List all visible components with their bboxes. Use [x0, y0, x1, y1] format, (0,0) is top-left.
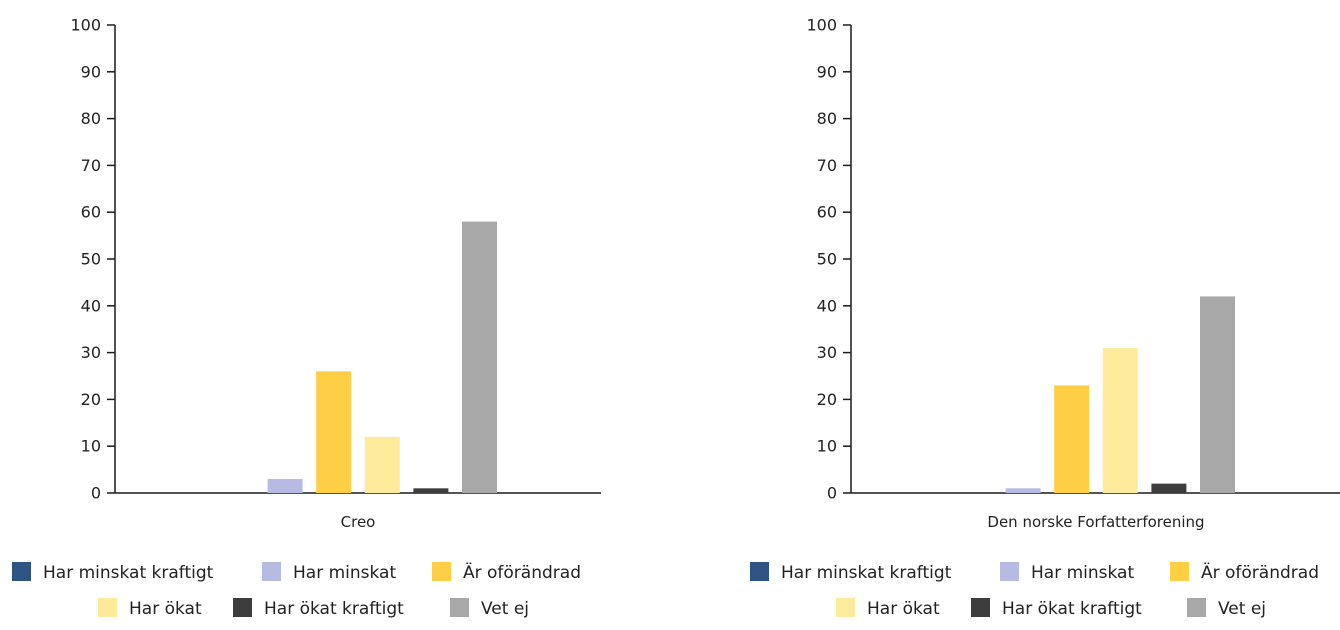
y-tick-label: 0: [827, 484, 837, 503]
legend-label: Har ökat kraftigt: [264, 599, 404, 619]
chart-panel-2: 0 10 20 30 40 50 60 70 80 90 100 Den norske Forfatt…: [750, 16, 1340, 619]
legend-label: Har ökat: [129, 599, 202, 619]
y-tick-label: 80: [81, 109, 101, 128]
legend-swatch: [432, 562, 451, 581]
bar-har-minskat: [1005, 488, 1041, 493]
legend-label: Vet ej: [481, 599, 529, 619]
y-tick-label: 90: [817, 62, 837, 81]
bar-är-oförändrad: [316, 371, 352, 493]
legend-swatch: [750, 562, 769, 581]
chart-panel-1: 0 10 20 30 40 50 60 70 80 90 100 Creo Har minskat kr…: [12, 16, 601, 619]
legend-item: Har ökat: [836, 598, 940, 619]
y-tick-label: 40: [817, 296, 837, 315]
y-tick-label: 30: [81, 343, 101, 362]
legend-item: Vet ej: [450, 598, 529, 619]
y-tick-label: 100: [70, 16, 101, 35]
legend-label: Har minskat kraftigt: [43, 563, 214, 583]
y-tick-label: 10: [81, 437, 101, 456]
legend-swatch: [1000, 562, 1019, 581]
legend-label: Har minskat kraftigt: [781, 563, 952, 583]
bar-har-ökat-kraftigt: [413, 488, 449, 493]
bar-har-ökat: [1102, 347, 1138, 493]
bar-har-ökat: [364, 436, 400, 493]
y-tick-label: 70: [81, 156, 101, 175]
y-tick-label: 80: [817, 109, 837, 128]
y-tick-label: 10: [817, 437, 837, 456]
legend-label: Är oförändrad: [1201, 562, 1319, 583]
legend-item: Har minskat: [262, 562, 396, 583]
legend-label: Är oförändrad: [463, 562, 581, 583]
legend-label: Har minskat: [293, 563, 396, 583]
bar-vet-ej: [462, 221, 497, 493]
legend: Har minskat kraftigt Har minskat Är oförän…: [750, 562, 1319, 619]
y-tick-label: 20: [81, 390, 101, 409]
legend-label: Har minskat: [1031, 563, 1134, 583]
y-tick-label: 70: [817, 156, 837, 175]
y-tick-label: 50: [81, 250, 101, 269]
legend-swatch: [12, 562, 31, 581]
bar-har-minskat: [267, 478, 303, 493]
legend-swatch: [233, 598, 252, 617]
legend-item: Vet ej: [1187, 598, 1266, 619]
legend-item: Är oförändrad: [1170, 562, 1319, 583]
legend-label: Har ökat kraftigt: [1002, 599, 1142, 619]
bar-vet-ej: [1200, 296, 1235, 493]
y-tick-label: 20: [817, 390, 837, 409]
x-category-label: Creo: [341, 513, 376, 531]
legend-item: Har ökat kraftigt: [971, 598, 1142, 619]
legend-item: Har minskat kraftigt: [750, 562, 952, 583]
bar-har-ökat-kraftigt: [1151, 483, 1187, 493]
legend-swatch: [836, 598, 855, 617]
y-tick-label: 60: [81, 203, 101, 222]
legend-item: Har minskat kraftigt: [12, 562, 214, 583]
legend-swatch: [262, 562, 281, 581]
y-tick-label: 0: [91, 484, 101, 503]
legend: Har minskat kraftigt Har minskat Är oförän…: [12, 562, 581, 619]
legend-swatch: [1170, 562, 1189, 581]
bar-är-oförändrad: [1054, 385, 1090, 493]
legend-label: Vet ej: [1218, 599, 1266, 619]
legend-swatch: [98, 598, 117, 617]
y-tick-label: 100: [806, 16, 837, 35]
legend-swatch: [450, 598, 469, 617]
legend-swatch: [971, 598, 990, 617]
y-tick-label: 60: [817, 203, 837, 222]
legend-item: Har ökat: [98, 598, 202, 619]
legend-item: Har ökat kraftigt: [233, 598, 404, 619]
legend-item: Är oförändrad: [432, 562, 581, 583]
x-category-label: Den norske Forfatterforening: [987, 513, 1204, 531]
legend-item: Har minskat: [1000, 562, 1134, 583]
y-tick-label: 50: [817, 250, 837, 269]
legend-swatch: [1187, 598, 1206, 617]
legend-label: Har ökat: [867, 599, 940, 619]
y-tick-label: 40: [81, 296, 101, 315]
y-tick-label: 90: [81, 62, 101, 81]
y-tick-label: 30: [817, 343, 837, 362]
